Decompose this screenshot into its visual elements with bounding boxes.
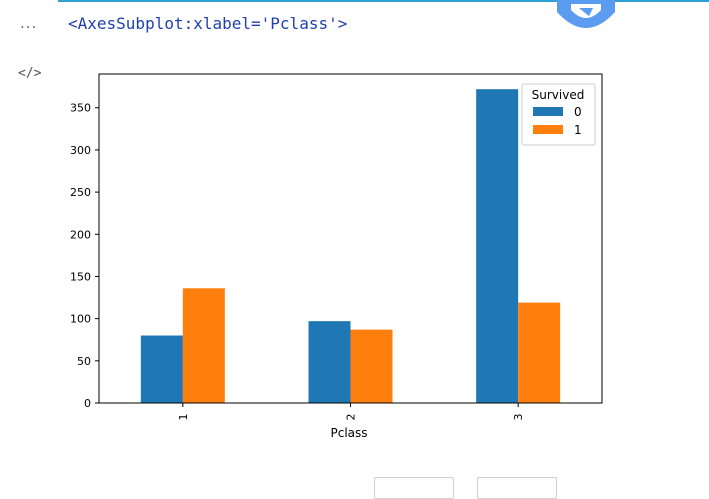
cell-top-border: [58, 0, 709, 2]
legend-label-0: 0: [574, 105, 582, 119]
y-tick-label: 100: [70, 313, 91, 326]
bar-series-0-3: [476, 89, 519, 403]
y-tick-label: 200: [70, 228, 91, 241]
y-tick-label: 250: [70, 186, 91, 199]
x-tick-label: 3: [512, 414, 525, 421]
x-tick-label: 1: [177, 414, 190, 421]
output-text: <AxesSubplot:xlabel='Pclass'>: [68, 14, 348, 33]
x-axis-label: Pclass: [330, 426, 367, 440]
y-tick-label: 300: [70, 144, 91, 157]
bar-series-1-2: [350, 329, 393, 403]
legend: Survived 0 1: [521, 83, 596, 146]
footer-button-2[interactable]: [477, 477, 557, 499]
output-prompt-ellipsis: ...: [20, 14, 38, 32]
x-tick-label: 2: [345, 414, 358, 421]
footer-button-1[interactable]: [374, 477, 454, 499]
legend-swatch-1: [533, 125, 563, 134]
bar-series-1-3: [518, 302, 561, 403]
legend-title: Survived: [532, 88, 585, 102]
bar-series-0-1: [140, 335, 183, 403]
y-tick-label: 50: [77, 355, 91, 368]
legend-label-1: 1: [574, 123, 582, 137]
y-tick-label: 0: [84, 397, 91, 410]
bar-series-0-2: [308, 321, 351, 403]
bar-series-1-1: [182, 288, 225, 403]
code-toggle-icon[interactable]: </>: [18, 66, 42, 81]
legend-swatch-0: [533, 107, 563, 116]
floating-assistant-icon[interactable]: [553, 0, 619, 34]
y-tick-label: 150: [70, 270, 91, 283]
bar-chart: 0 50 100 150 200 250 300 350 1 2 3 Pclass Survive…: [70, 73, 603, 440]
y-tick-label: 350: [70, 102, 91, 115]
